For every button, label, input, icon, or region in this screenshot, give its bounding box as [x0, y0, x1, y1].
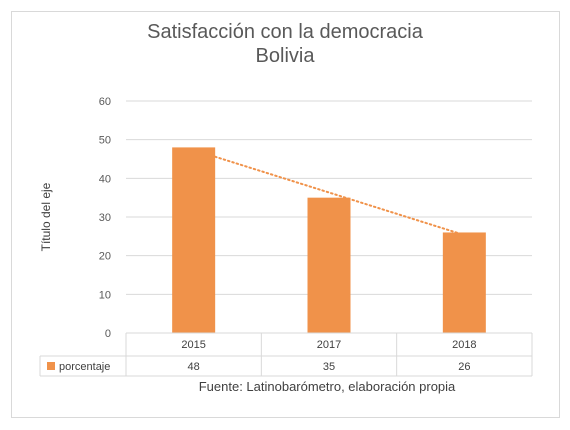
x-tick-label: 2018 [452, 339, 476, 351]
legend-key-icon [47, 362, 55, 370]
bar [307, 197, 351, 333]
y-tick-label: 50 [99, 135, 111, 147]
bar [442, 232, 486, 333]
y-tick-label: 0 [105, 328, 111, 340]
chart-title: Satisfacción con la democracia [147, 21, 423, 43]
source-note: Fuente: Latinobarómetro, elaboración pro… [198, 379, 456, 394]
x-tick-label: 2017 [317, 339, 341, 351]
y-tick-label: 60 [99, 96, 111, 108]
y-tick-label: 20 [99, 251, 111, 263]
data-label: 26 [458, 361, 470, 373]
data-label: 35 [323, 361, 335, 373]
legend-label: porcentaje [59, 361, 110, 373]
y-tick-label: 40 [99, 173, 111, 185]
y-axis-title: Título del eje [39, 182, 53, 251]
chart-frame [11, 11, 560, 418]
bar [172, 147, 216, 333]
y-tick-label: 30 [99, 212, 111, 224]
chart-subtitle: Bolivia [255, 45, 315, 67]
data-label: 48 [188, 361, 200, 373]
y-tick-label: 10 [99, 289, 111, 301]
trendline [192, 148, 466, 237]
x-tick-label: 2015 [181, 339, 205, 351]
chart-title-block: Satisfacción con la democracia Bolivia [0, 20, 570, 68]
